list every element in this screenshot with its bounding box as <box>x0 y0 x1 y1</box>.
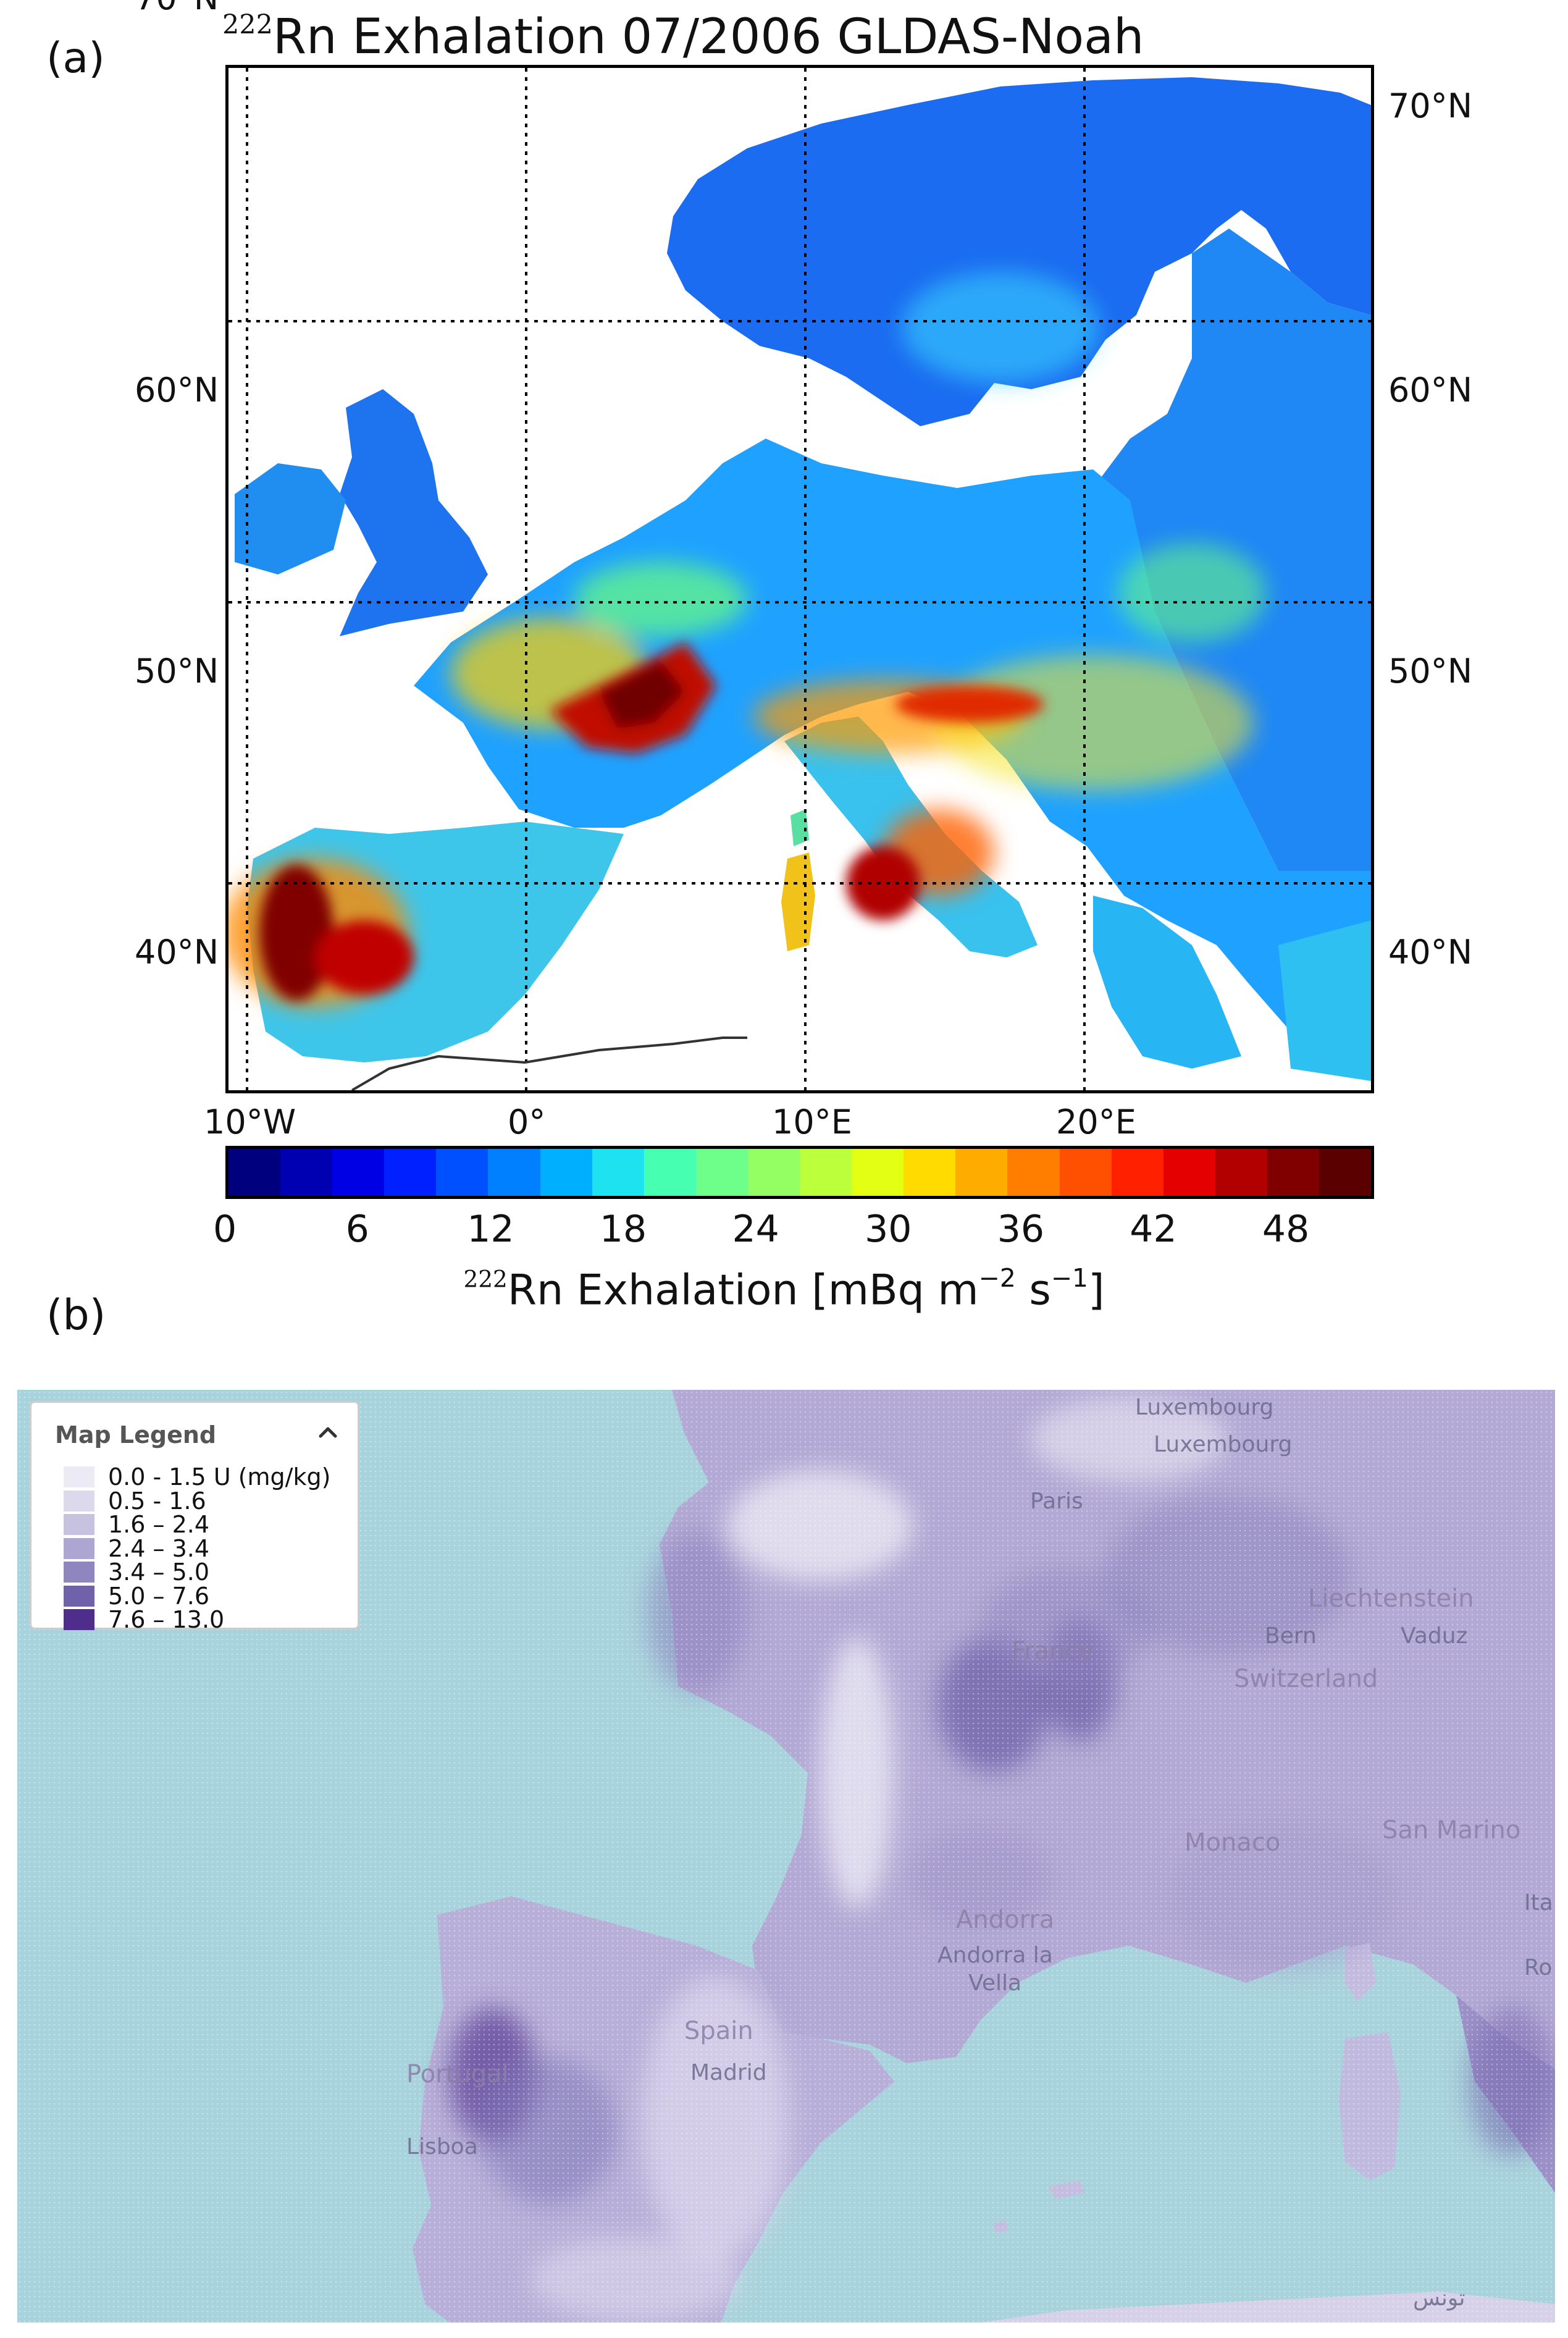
legend-item: 0.0 - 1.5 U (mg/kg) <box>64 1461 330 1492</box>
colorbar-segment <box>955 1149 1008 1196</box>
place-paris: Paris <box>1030 1489 1083 1514</box>
legend-label: 3.4 – 5.0 <box>108 1558 210 1586</box>
colorbar-segment <box>1319 1149 1372 1196</box>
panel-a-label: (a) <box>46 34 105 83</box>
colorbar-segment <box>1007 1149 1060 1196</box>
colorbar-segment <box>695 1149 748 1196</box>
lon-label-10e: 10°E <box>772 1103 852 1142</box>
colorbar-segment <box>903 1149 956 1196</box>
place-spain: Spain <box>684 2017 753 2045</box>
legend-swatch <box>64 1537 94 1559</box>
colorbar-segment <box>540 1149 592 1196</box>
radon-exhalation-map <box>225 65 1374 1093</box>
colorbar-tick-label: 36 <box>997 1208 1045 1251</box>
place-liechtenstein: Liechtenstein <box>1308 1584 1474 1613</box>
map-grid <box>228 68 1371 1090</box>
place-san-marino: San Marino <box>1382 1816 1521 1844</box>
uranium-web-map[interactable]: Luxembourg Luxembourg Paris Liechtenstei… <box>17 1390 1555 2323</box>
colorbar-segment <box>332 1149 385 1196</box>
legend-label: 1.6 – 2.4 <box>108 1511 210 1538</box>
legend-swatch <box>64 1514 94 1535</box>
uranium-map-graphic <box>17 1390 1555 2323</box>
legend-swatch <box>64 1490 94 1512</box>
place-france: France <box>1012 1637 1094 1665</box>
lat-label-right-60: 60°N <box>1388 371 1473 410</box>
legend-item: 2.4 – 3.4 <box>64 1533 209 1564</box>
lon-label-10w: 10°W <box>204 1103 296 1142</box>
legend-label: 0.5 - 1.6 <box>108 1487 206 1515</box>
lon-label-0: 0° <box>508 1103 546 1142</box>
colorbar-segment <box>747 1149 800 1196</box>
exhalation-hotspots <box>228 272 1266 1007</box>
legend-swatch <box>64 1562 94 1583</box>
map-legend: Map Legend 0.0 - 1.5 U (mg/kg) 0.5 - 1.6 1… <box>30 1401 359 1633</box>
colorbar-title: 222Rn Exhalation [mBq m−2 s−1] <box>463 1263 1105 1315</box>
radon-map-graphic <box>228 68 1371 1090</box>
legend-item: 5.0 – 7.6 <box>64 1581 209 1612</box>
colorbar-segment <box>1267 1149 1319 1196</box>
colorbar-tick-label: 42 <box>1130 1208 1177 1251</box>
place-tunis: تونس <box>1413 2285 1465 2311</box>
colorbar-segment <box>1215 1149 1267 1196</box>
place-bern: Bern <box>1265 1623 1317 1649</box>
lat-label-left-50: 50°N <box>135 652 219 691</box>
lat-label-left-40: 40°N <box>135 933 219 972</box>
place-luxembourg: Luxembourg <box>1135 1395 1274 1420</box>
colorbar-segment <box>800 1149 852 1196</box>
colorbar-tick-label: 48 <box>1262 1208 1310 1251</box>
colorbar-tick-label: 12 <box>467 1208 514 1251</box>
lat-label-right-70: 70°N <box>1388 86 1473 125</box>
legend-swatch <box>64 1585 94 1607</box>
place-italy-partial: Ita <box>1524 1890 1553 1915</box>
legend-label: 2.4 – 3.4 <box>108 1534 210 1562</box>
legend-swatch <box>64 1609 94 1630</box>
colorbar-tick-label: 18 <box>599 1208 647 1251</box>
map-a-title: 222Rn Exhalation 07/2006 GLDAS-Noah <box>222 9 1144 65</box>
colorbar-tick-label: 6 <box>345 1208 369 1251</box>
colorbar-segment <box>1059 1149 1112 1196</box>
place-lisboa: Lisboa <box>406 2134 478 2159</box>
colorbar <box>225 1146 1374 1199</box>
colorbar-segment <box>852 1149 904 1196</box>
place-portugal: Portugal <box>406 2060 509 2088</box>
colorbar-segment <box>592 1149 644 1196</box>
lat-label-right-40: 40°N <box>1388 933 1473 972</box>
colorbar-segment <box>384 1149 437 1196</box>
place-andorra-la-vella-2: Vella <box>968 1970 1022 1996</box>
lon-label-20e: 20°E <box>1056 1103 1136 1142</box>
place-switzerland: Switzerland <box>1234 1665 1378 1693</box>
legend-item: 0.5 - 1.6 <box>64 1486 206 1516</box>
legend-label: 5.0 – 7.6 <box>108 1582 210 1610</box>
legend-item: 1.6 – 2.4 <box>64 1509 209 1540</box>
place-roma-partial: Ro <box>1524 1955 1553 1980</box>
colorbar-segment <box>1163 1149 1215 1196</box>
legend-swatch <box>64 1466 94 1487</box>
colorbar-segment <box>436 1149 488 1196</box>
legend-item: 7.6 – 13.0 <box>64 1604 224 1635</box>
place-andorra-la-vella-1: Andorra la <box>937 1943 1053 1968</box>
place-madrid: Madrid <box>690 2060 767 2085</box>
place-luxembourg-city: Luxembourg <box>1154 1432 1293 1457</box>
colorbar-tick-label: 0 <box>213 1208 237 1251</box>
place-monaco: Monaco <box>1184 1828 1281 1857</box>
legend-title: Map Legend <box>55 1421 217 1449</box>
lat-label-left-60: 60°N <box>135 371 219 410</box>
colorbar-segment <box>280 1149 333 1196</box>
legend-label: 7.6 – 13.0 <box>108 1606 225 1633</box>
colorbar-segment <box>1111 1149 1163 1196</box>
colorbar-segment <box>644 1149 696 1196</box>
exhalation-maxima <box>259 642 1044 1001</box>
colorbar-tick-label: 30 <box>865 1208 912 1251</box>
lat-label-left-70: 70°N <box>135 0 219 17</box>
place-andorra: Andorra <box>956 1906 1055 1934</box>
legend-label: 0.0 - 1.5 U (mg/kg) <box>108 1463 331 1491</box>
chevron-up-icon[interactable] <box>314 1419 342 1446</box>
panel-b-label: (b) <box>46 1291 106 1340</box>
colorbar-segment <box>228 1149 281 1196</box>
place-vaduz: Vaduz <box>1401 1623 1468 1649</box>
legend-item: 3.4 – 5.0 <box>64 1557 209 1587</box>
lat-label-right-50: 50°N <box>1388 652 1473 691</box>
colorbar-segment <box>488 1149 540 1196</box>
colorbar-tick-label: 24 <box>732 1208 779 1251</box>
